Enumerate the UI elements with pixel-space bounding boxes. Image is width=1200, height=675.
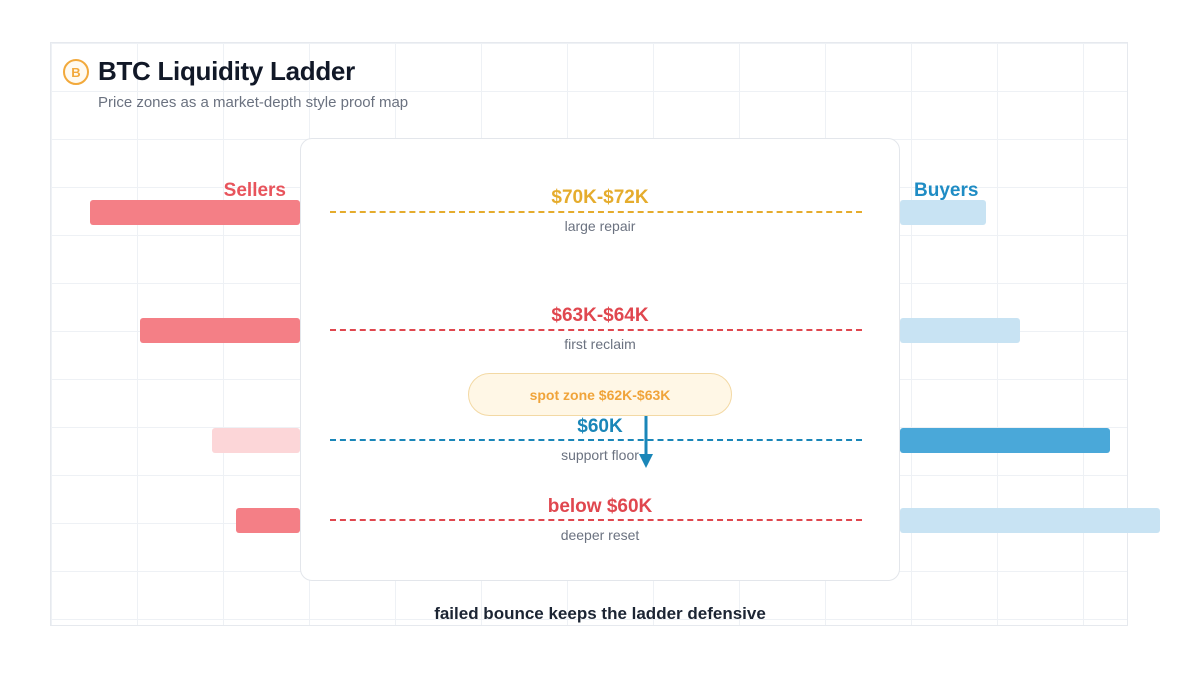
spot-zone-badge: spot zone $62K-$63K	[468, 373, 732, 416]
zone-line	[330, 519, 862, 521]
zone-price: below $60K	[547, 496, 653, 517]
page-subtitle: Price zones as a market-depth style proo…	[98, 94, 409, 111]
buyer-depth-bar	[900, 508, 1160, 533]
buyer-depth-bar	[900, 318, 1020, 343]
seller-depth-bar	[140, 318, 300, 343]
seller-depth-bar	[212, 428, 300, 453]
zone-line	[330, 211, 862, 213]
spot-zone-label: spot zone $62K-$63K	[529, 386, 671, 403]
down-arrow-icon	[639, 416, 653, 468]
page-title: BTC Liquidity Ladder	[98, 56, 355, 86]
buyer-depth-bar	[900, 200, 986, 225]
zone-price: $60K	[577, 416, 623, 437]
buyer-depth-bar	[900, 428, 1110, 453]
seller-depth-bar	[90, 200, 300, 225]
zone-price: $70K-$72K	[551, 187, 649, 208]
diagram-caption: failed bounce keeps the ladder defensive	[434, 604, 766, 623]
seller-depth-bar	[236, 508, 300, 533]
zone-note: deeper reset	[560, 527, 640, 543]
bitcoin-logo-icon: B	[63, 59, 89, 85]
zone-note: first reclaim	[564, 336, 636, 352]
zone-line	[330, 329, 862, 331]
zone-line	[330, 439, 862, 441]
buyers-label: Buyers	[914, 180, 979, 201]
sellers-label: Sellers	[223, 180, 286, 201]
zone-price: $63K-$64K	[551, 305, 649, 326]
logo-letter: B	[71, 64, 81, 80]
zone-note: support floor	[561, 447, 639, 463]
zone-note: large repair	[564, 218, 636, 234]
